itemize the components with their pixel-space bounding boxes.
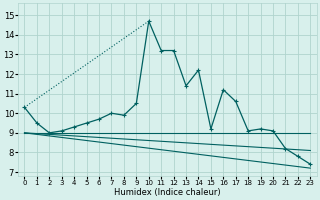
X-axis label: Humidex (Indice chaleur): Humidex (Indice chaleur) <box>114 188 221 197</box>
